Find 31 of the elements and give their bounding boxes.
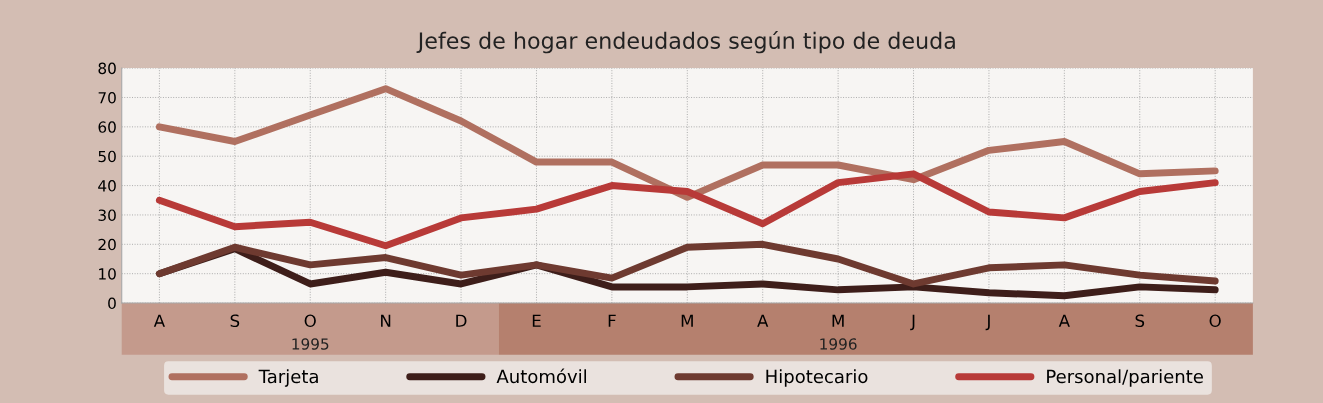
x-tick-label: A <box>757 314 769 327</box>
x-tick-label: O <box>304 314 316 328</box>
x-tick-label: F <box>608 314 616 327</box>
x-tick-label: J <box>910 314 915 331</box>
legend-label: Hipotecario <box>766 369 868 387</box>
legend-label: Automóvil <box>496 368 587 384</box>
y-tick-label: 80 <box>98 62 116 75</box>
x-tick-label: E <box>532 314 541 327</box>
y-tick-label: 60 <box>98 121 116 133</box>
x-tick-label: S <box>1135 314 1145 328</box>
chart-title: Jefes de hogar endeudados según tipo de deuda <box>416 30 955 54</box>
y-tick-label: 30 <box>98 209 116 221</box>
y-tick-label: 20 <box>98 238 116 251</box>
x-tick-label: D <box>456 314 467 327</box>
x-tick-label: S <box>230 314 240 328</box>
legend-label: Tarjeta <box>258 369 318 387</box>
x-tick-label: M <box>832 314 844 327</box>
text: 1996 <box>820 338 857 350</box>
x-tick-label: A <box>153 314 165 327</box>
x-tick-label: O <box>1209 314 1221 328</box>
y-tick-label: 50 <box>98 150 116 163</box>
y-tick-label: 40 <box>98 180 116 192</box>
x-tick-label: M <box>681 314 693 327</box>
text: 1995 <box>292 338 329 350</box>
y-tick-label: 0 <box>108 297 116 310</box>
x-tick-label: A <box>1058 314 1070 327</box>
x-tick-label: N <box>381 314 391 327</box>
y-tick-label: 10 <box>99 268 116 280</box>
legend-label: Personal/pariente <box>1047 369 1203 387</box>
x-tick-label: J <box>985 314 990 331</box>
y-tick-label: 70 <box>98 91 116 104</box>
